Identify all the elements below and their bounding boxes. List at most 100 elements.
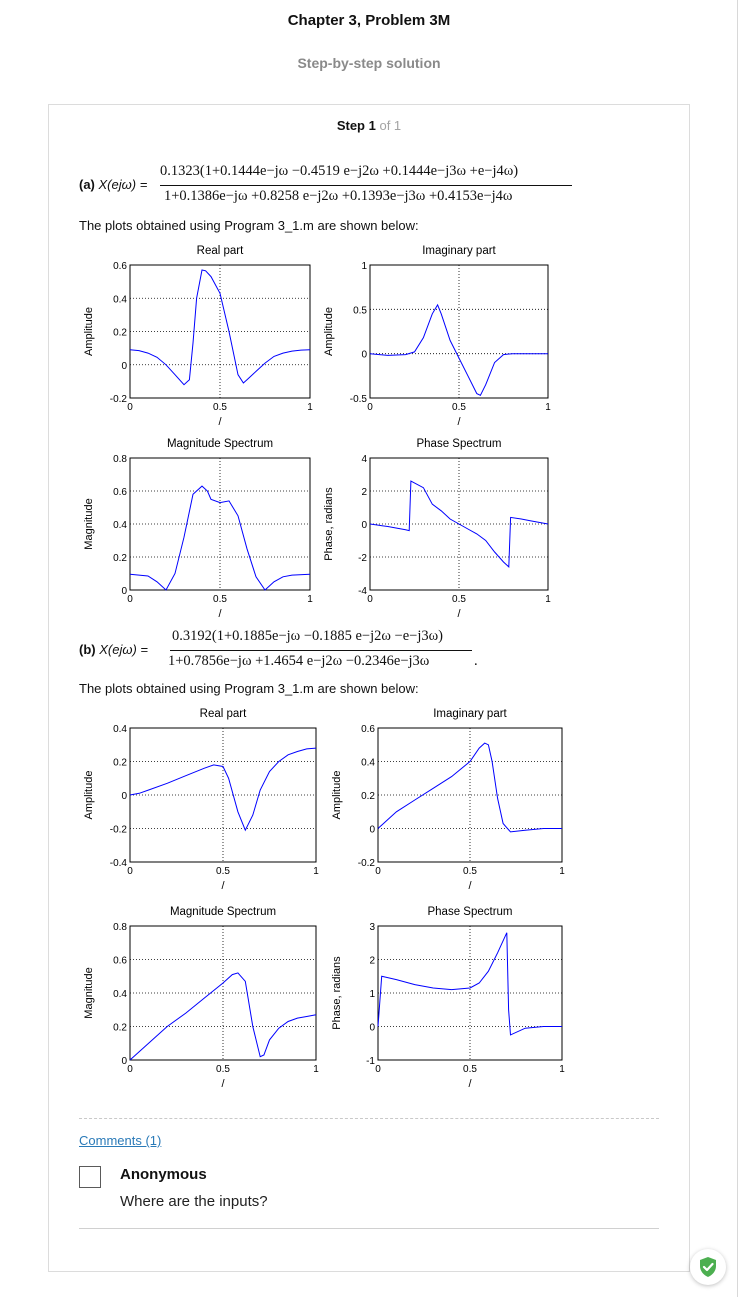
y-tick-label: 0.2 bbox=[113, 553, 127, 564]
x-tick-label: 0.5 bbox=[463, 866, 477, 877]
series-line bbox=[129, 972, 317, 1061]
x-tick-label: 0 bbox=[127, 402, 133, 413]
y-tick-label: -0.2 bbox=[358, 858, 376, 869]
plot-title: Phase Spectrum bbox=[427, 906, 512, 918]
part-b-denominator: 1+0.7856e−jω +1.4654 e−j2ω −0.2346e−j3ω bbox=[168, 653, 430, 669]
y-tick-label: 0.4 bbox=[113, 724, 127, 735]
plot-title: Magnitude Spectrum bbox=[167, 438, 273, 450]
x-tick-label: 1 bbox=[307, 402, 313, 413]
step-of: of 1 bbox=[379, 118, 402, 133]
y-tick-label: 0 bbox=[361, 350, 367, 361]
series-line bbox=[129, 485, 311, 591]
avatar-placeholder-icon bbox=[79, 1166, 101, 1188]
x-tick-label: 1 bbox=[545, 594, 551, 605]
series-line bbox=[369, 303, 548, 396]
y-tick-label: 0.8 bbox=[113, 454, 127, 465]
part-b-label: (b) X(ejω) = bbox=[79, 642, 148, 657]
y-tick-label: 0.2 bbox=[113, 328, 127, 339]
x-axis-label: / bbox=[457, 416, 461, 428]
plot-title: Real part bbox=[197, 245, 244, 257]
y-tick-label: 0.2 bbox=[361, 791, 375, 802]
y-axis-label: Amplitude bbox=[331, 771, 343, 820]
x-axis-label: / bbox=[218, 608, 222, 620]
y-axis-label: Magnitude bbox=[83, 498, 95, 549]
x-tick-label: 0 bbox=[367, 402, 373, 413]
y-axis-label: Amplitude bbox=[83, 307, 95, 356]
x-tick-label: 0.5 bbox=[452, 402, 466, 413]
y-axis-label: Phase, radians bbox=[323, 487, 335, 561]
y-tick-label: -0.5 bbox=[350, 394, 368, 405]
part-a-letter: (a) bbox=[79, 177, 95, 192]
y-tick-label: 0.6 bbox=[113, 487, 127, 498]
comments-link[interactable]: Comments (1) bbox=[79, 1133, 162, 1148]
x-tick-label: 1 bbox=[559, 866, 565, 877]
x-tick-label: 1 bbox=[307, 594, 313, 605]
x-tick-label: 0 bbox=[375, 1064, 381, 1075]
series-line bbox=[377, 932, 562, 1036]
y-tick-label: 0.8 bbox=[113, 922, 127, 933]
plot-title: Real part bbox=[200, 708, 247, 720]
x-tick-label: 0 bbox=[127, 594, 133, 605]
comment-separator bbox=[79, 1228, 659, 1229]
x-axis-label: / bbox=[457, 608, 461, 620]
page-title: Chapter 3, Problem 3M bbox=[287, 12, 451, 29]
y-tick-label: 0 bbox=[121, 791, 127, 802]
x-axis-label: / bbox=[218, 416, 222, 428]
x-tick-label: 0.5 bbox=[216, 1064, 230, 1075]
x-axis-label: / bbox=[468, 1078, 472, 1090]
x-tick-label: 1 bbox=[313, 866, 319, 877]
y-axis-label: Phase, radians bbox=[331, 956, 343, 1030]
x-tick-label: 0.5 bbox=[452, 594, 466, 605]
shield-check-icon bbox=[700, 1257, 716, 1277]
y-tick-label: 0.4 bbox=[113, 989, 127, 1000]
part-b-letter: (b) bbox=[79, 642, 96, 657]
part-b-fraction-bar bbox=[170, 650, 472, 651]
y-tick-label: 1 bbox=[361, 261, 367, 272]
x-tick-label: 0.5 bbox=[463, 1064, 477, 1075]
plot-title: Imaginary part bbox=[422, 245, 496, 257]
y-axis-label: Amplitude bbox=[323, 307, 335, 356]
part-a-fraction-bar bbox=[160, 185, 572, 186]
y-tick-label: -0.4 bbox=[110, 858, 128, 869]
part-b-numerator: 0.3192(1+0.1885e−jω −0.1885 e−j2ω −e−j3ω… bbox=[172, 628, 443, 644]
x-tick-label: 0 bbox=[127, 866, 133, 877]
x-tick-label: 1 bbox=[545, 402, 551, 413]
x-tick-label: 0 bbox=[127, 1064, 133, 1075]
y-tick-label: 0 bbox=[121, 361, 127, 372]
y-axis-label: Magnitude bbox=[83, 967, 95, 1018]
y-tick-label: 0 bbox=[121, 1056, 127, 1067]
y-tick-label: 0.4 bbox=[361, 758, 375, 769]
y-tick-label: 3 bbox=[369, 922, 375, 933]
y-tick-label: -1 bbox=[366, 1056, 375, 1067]
plot-title: Magnitude Spectrum bbox=[170, 906, 276, 918]
x-tick-label: 0 bbox=[375, 866, 381, 877]
shield-check-button[interactable] bbox=[690, 1249, 726, 1285]
y-tick-label: 0.5 bbox=[353, 305, 367, 316]
y-tick-label: -0.2 bbox=[110, 394, 128, 405]
plot-title: Phase Spectrum bbox=[416, 438, 501, 450]
x-tick-label: 1 bbox=[559, 1064, 565, 1075]
x-tick-label: 0.5 bbox=[213, 402, 227, 413]
y-tick-label: 0 bbox=[369, 825, 375, 836]
series-line bbox=[129, 747, 317, 832]
part-b-lhs: X(ejω) = bbox=[99, 642, 149, 657]
y-tick-label: -4 bbox=[358, 586, 367, 597]
x-axis-label: / bbox=[221, 1078, 225, 1090]
x-axis-label: / bbox=[468, 880, 472, 892]
y-tick-label: 0 bbox=[369, 1023, 375, 1034]
y-axis-label: Amplitude bbox=[83, 771, 95, 820]
y-tick-label: 0.2 bbox=[113, 1023, 127, 1034]
part-a-numerator: 0.1323(1+0.1444e−jω −0.4519 e−j2ω +0.144… bbox=[160, 163, 519, 179]
y-tick-label: 4 bbox=[361, 454, 367, 465]
part-b-plots-text: The plots obtained using Program 3_1.m a… bbox=[79, 681, 419, 696]
series-line bbox=[369, 480, 549, 569]
y-tick-label: 2 bbox=[361, 487, 367, 498]
series-line bbox=[129, 269, 311, 386]
comment-author: Anonymous bbox=[120, 1166, 207, 1183]
y-tick-label: 2 bbox=[369, 956, 375, 967]
page-subtitle: Step-by-step solution bbox=[297, 55, 441, 71]
y-tick-label: 0 bbox=[361, 520, 367, 531]
part-b-end-mark: . bbox=[474, 653, 478, 669]
x-tick-label: 0.5 bbox=[216, 866, 230, 877]
y-tick-label: 0.4 bbox=[113, 520, 127, 531]
